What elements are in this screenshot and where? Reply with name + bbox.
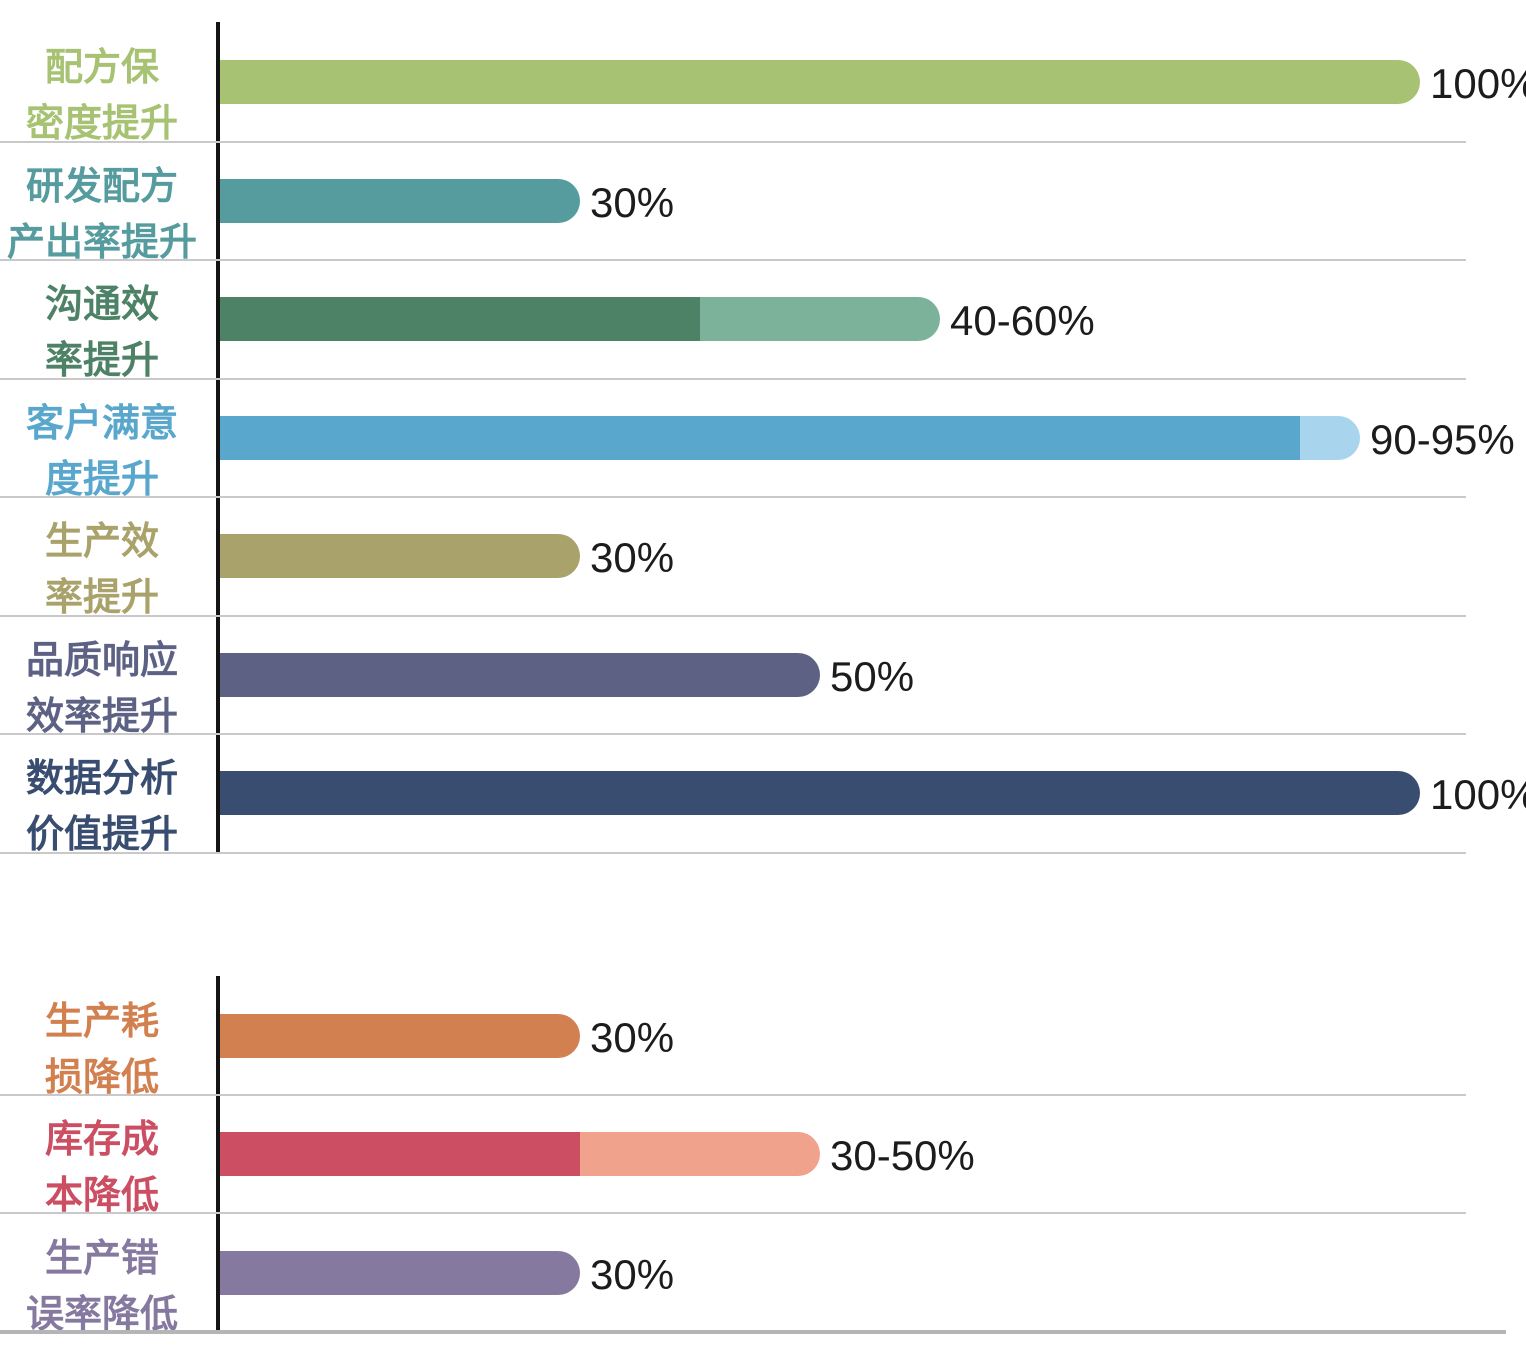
bar-segment-range-extension [580, 1132, 820, 1176]
category-label-line: 生产耗 [44, 1001, 159, 1043]
category-label: 数据分析 价值提升 [0, 749, 204, 866]
bottom-divider [0, 1330, 1506, 1334]
bar-with-value: 30-50% [220, 1132, 975, 1179]
bar-segment-main [220, 1251, 580, 1295]
category-label: 客户满意 度提升 [0, 394, 204, 511]
chart-row: 研发配方产出率提升 30% [0, 143, 1466, 264]
bar-segment-main [220, 771, 1420, 816]
category-label-line: 价值提升 [25, 814, 178, 857]
value-label: 90-95% [1370, 415, 1515, 463]
bar-with-value: 50% [220, 652, 914, 700]
value-label: 30-50% [830, 1132, 975, 1179]
bar [220, 178, 580, 223]
category-label-line: 配方保 [44, 47, 159, 90]
category-label-line: 率提升 [44, 340, 159, 383]
chart-row: 客户满意度提升 90-95% [0, 380, 1515, 501]
bar [220, 60, 1420, 105]
category-label: 生产错 误率降低 [0, 1228, 204, 1346]
bar [220, 1132, 820, 1176]
bar [220, 1251, 580, 1295]
bar-with-value: 30% [220, 178, 674, 226]
category-label-line: 密度提升 [25, 103, 178, 146]
bar [220, 1014, 580, 1058]
category-label: 配方保 密度提升 [0, 38, 204, 155]
chart-row: 生产耗损降低 30% [0, 978, 1466, 1099]
category-label-line: 度提升 [44, 458, 159, 501]
bar-with-value: 40-60% [220, 297, 1095, 344]
value-label: 30% [590, 1014, 675, 1061]
category-label: 沟通效 率提升 [0, 275, 204, 392]
category-label-line: 品质响应 [25, 639, 178, 682]
bar-with-value: 30% [220, 1014, 674, 1061]
bar-segment-main [220, 178, 580, 223]
bar-segment-main [220, 652, 820, 697]
category-label: 库存成 本降低 [0, 1110, 204, 1226]
bar-segment-main [220, 297, 700, 342]
bar-with-value: 100% [220, 60, 1526, 107]
category-label-line: 库存成 [44, 1119, 159, 1161]
bar [220, 771, 1420, 816]
bar-segment-main [220, 415, 1300, 460]
bar-with-value: 30% [220, 1251, 674, 1298]
chart-row: 生产效率提升 30% [0, 498, 1466, 619]
bar-segment-main [220, 1132, 580, 1176]
category-label-line: 研发配方 [25, 165, 178, 208]
bar-segment-range-extension [1300, 415, 1360, 460]
value-label: 100% [1430, 60, 1526, 108]
chart-row: 品质响应效率提升 50% [0, 617, 1466, 738]
bar [220, 652, 820, 697]
chart-row: 库存成本降低 30-50% [0, 1096, 1466, 1217]
value-label: 30% [590, 534, 675, 582]
category-label-line: 效率提升 [25, 695, 178, 738]
category-label-line: 损降低 [44, 1057, 159, 1099]
bar-segment-main [220, 1014, 580, 1058]
category-label: 生产效 率提升 [0, 512, 204, 629]
value-label: 30% [590, 1251, 675, 1298]
category-label-line: 率提升 [44, 577, 159, 620]
category-label: 研发配方 产出率提升 [0, 157, 204, 274]
category-label-line: 沟通效 [44, 284, 159, 327]
bar-with-value: 100% [220, 771, 1526, 818]
category-label-line: 本降低 [44, 1175, 159, 1217]
category-label-line: 数据分析 [25, 758, 178, 801]
value-label: 40-60% [950, 297, 1095, 345]
category-label-line: 生产错 [44, 1238, 159, 1280]
value-label: 100% [1430, 771, 1526, 819]
category-axis-line [216, 22, 220, 854]
value-label: 30% [590, 178, 675, 226]
bar [220, 534, 580, 579]
category-label: 品质响应 效率提升 [0, 631, 204, 748]
chart-row: 生产错误率降低 30% [0, 1214, 1466, 1336]
bar-segment-main [220, 60, 1420, 105]
bar-segment-main [220, 534, 580, 579]
category-label-line: 客户满意 [25, 402, 178, 445]
category-label-line: 生产效 [44, 521, 159, 564]
bar-segment-range-extension [700, 297, 940, 342]
chart-row: 沟通效率提升 40-60% [0, 261, 1466, 382]
value-label: 50% [830, 652, 915, 700]
category-label: 生产耗 损降低 [0, 992, 204, 1108]
bar [220, 297, 940, 342]
category-label-line: 产出率提升 [6, 221, 197, 264]
reductions-bar-chart: 生产耗损降低 30% 库存成本降低 30-50% 生产错误率降低 30% [0, 976, 1466, 1336]
bar-with-value: 90-95% [220, 415, 1515, 463]
category-label-line: 误率降低 [25, 1294, 178, 1336]
bar [220, 415, 1360, 460]
category-axis-line [216, 976, 220, 1332]
bar-with-value: 30% [220, 534, 674, 581]
